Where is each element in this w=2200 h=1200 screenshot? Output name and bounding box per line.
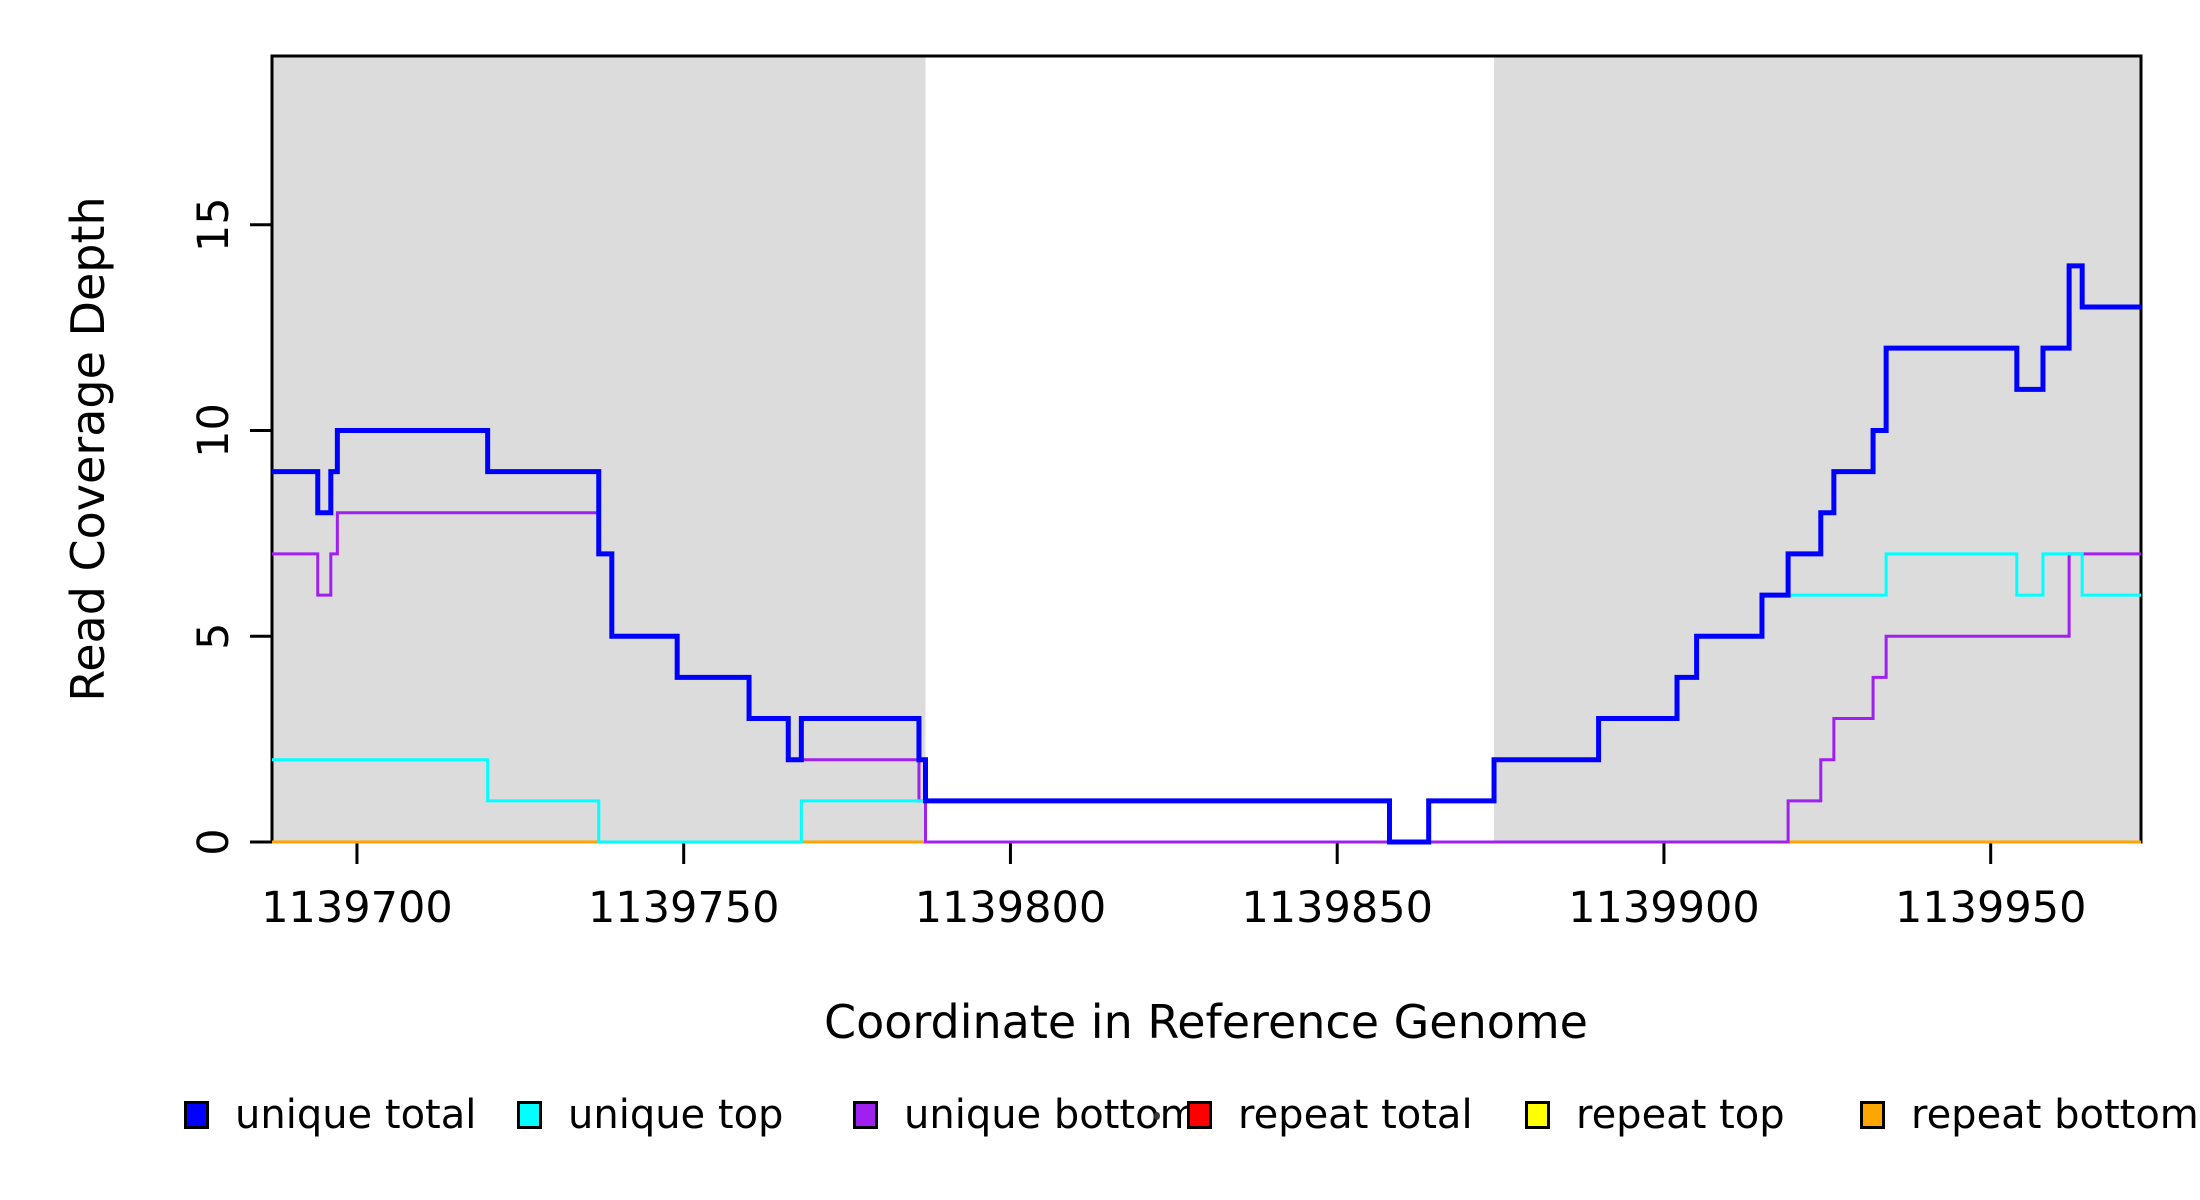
x-tick-label: 1139900 [1568,883,1760,933]
series-unique-total [272,263,2141,845]
x-tick-label: 1139750 [588,883,780,933]
repeat-region-left [272,56,926,842]
y-tick-label: 15 [189,197,239,252]
repeat-region-right [1494,56,2141,842]
x-axis-title: Coordinate in Reference Genome [824,995,1588,1049]
y-axis-title: Read Coverage Depth [61,196,115,702]
y-tick-label: 10 [189,403,239,458]
x-tick-label: 1139850 [1241,883,1433,933]
x-tick-label: 1139800 [915,883,1107,933]
y-tick-label: 0 [189,828,239,855]
x-tick-label: 1139950 [1895,883,2087,933]
series-unique-bottom [272,511,2141,844]
y-tick-label: 5 [189,623,239,650]
x-tick-label: 1139700 [261,883,453,933]
